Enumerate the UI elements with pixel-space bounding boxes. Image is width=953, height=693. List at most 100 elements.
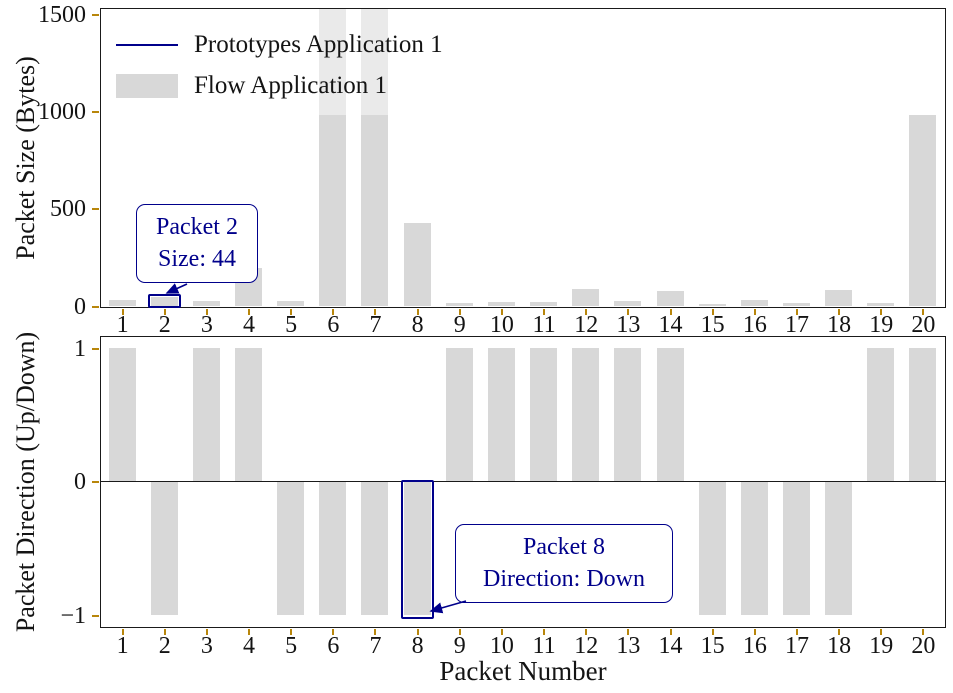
x-tick-mark bbox=[374, 309, 377, 315]
flow-bar bbox=[150, 297, 178, 306]
x-tick-mark bbox=[248, 309, 251, 315]
y-tick-label: 0 bbox=[74, 469, 86, 495]
top-plot-area bbox=[100, 8, 946, 308]
x-tick-label: 8 bbox=[411, 312, 424, 338]
direction-bar bbox=[192, 348, 220, 482]
zero-axis-line bbox=[101, 480, 945, 483]
legend-item-prototypes: Prototypes Application 1 bbox=[116, 24, 443, 65]
x-tick-label: 9 bbox=[453, 312, 466, 338]
flow-bar bbox=[319, 114, 347, 306]
direction-bar bbox=[108, 348, 136, 482]
annotation-line: Packet 8 bbox=[523, 534, 605, 560]
x-tick-label: 6 bbox=[327, 633, 340, 659]
x-tick-label: 15 bbox=[700, 312, 725, 338]
x-tick-mark bbox=[795, 309, 798, 315]
x-tick-label: 3 bbox=[200, 312, 213, 338]
y-tick-mark bbox=[92, 481, 99, 483]
flow-bar bbox=[572, 288, 600, 306]
x-tick-mark bbox=[669, 309, 672, 315]
flow-bar bbox=[403, 222, 431, 306]
x-tick-mark bbox=[711, 629, 714, 635]
x-tick-mark bbox=[880, 309, 883, 315]
x-tick-label: 13 bbox=[616, 312, 641, 338]
x-tick-mark bbox=[121, 629, 124, 635]
x-tick-mark bbox=[838, 629, 841, 635]
direction-bar bbox=[782, 481, 810, 615]
x-tick-mark bbox=[458, 309, 461, 315]
legend-label-flow: Flow Application 1 bbox=[194, 71, 388, 99]
x-tick-label: 14 bbox=[658, 312, 683, 338]
x-tick-label: 7 bbox=[369, 633, 382, 659]
x-tick-label: 9 bbox=[453, 633, 466, 659]
direction-bar bbox=[825, 481, 853, 615]
x-tick-label: 12 bbox=[574, 312, 599, 338]
flow-bar bbox=[825, 289, 853, 306]
x-tick-mark bbox=[163, 629, 166, 635]
x-tick-mark bbox=[922, 629, 925, 635]
x-tick-mark bbox=[374, 629, 377, 635]
x-tick-mark bbox=[753, 629, 756, 635]
y-tick-label: 1 bbox=[74, 335, 86, 362]
x-tick-label: 2 bbox=[158, 312, 171, 338]
x-tick-mark bbox=[838, 309, 841, 315]
highlighted-packet-2-bar bbox=[148, 293, 182, 308]
direction-bar bbox=[277, 481, 305, 615]
y-tick-label: 1500 bbox=[38, 2, 86, 29]
x-tick-label: 16 bbox=[742, 633, 767, 659]
x-tick-label: 19 bbox=[869, 633, 894, 659]
x-tick-mark bbox=[163, 309, 166, 315]
x-tick-label: 10 bbox=[489, 633, 514, 659]
y-tick-label: 0 bbox=[74, 293, 86, 320]
x-tick-label: 20 bbox=[911, 312, 936, 338]
x-tick-label: 4 bbox=[243, 312, 256, 338]
y-tick-label: 500 bbox=[50, 196, 86, 223]
y-tick-mark bbox=[92, 14, 99, 17]
flow-bar bbox=[740, 299, 768, 306]
annotation-line: Packet 2 bbox=[156, 214, 238, 240]
flow-bar-swatch bbox=[116, 73, 178, 98]
x-tick-label: 17 bbox=[784, 633, 809, 659]
x-tick-label: 15 bbox=[700, 633, 725, 659]
annotation-line: Direction: Down bbox=[483, 566, 645, 593]
x-tick-mark bbox=[500, 629, 503, 635]
flow-bar bbox=[656, 290, 684, 306]
direction-bar bbox=[445, 348, 473, 482]
direction-bar bbox=[656, 348, 684, 482]
direction-bar bbox=[614, 348, 642, 482]
flow-bar bbox=[445, 303, 473, 306]
flow-bar bbox=[361, 114, 389, 306]
y-tick-label: −1 bbox=[60, 602, 86, 629]
x-tick-label: 18 bbox=[827, 633, 852, 659]
y-tick-mark bbox=[92, 208, 99, 211]
x-tick-mark bbox=[205, 629, 208, 635]
x-tick-label: 13 bbox=[616, 633, 641, 659]
x-tick-mark bbox=[543, 309, 546, 315]
x-tick-mark bbox=[290, 629, 293, 635]
flow-bar bbox=[277, 300, 305, 306]
x-tick-label: 20 bbox=[911, 633, 936, 659]
direction-bar bbox=[319, 481, 347, 615]
legend-item-flow: Flow Application 1 bbox=[116, 65, 443, 106]
x-tick-label: 6 bbox=[327, 312, 340, 338]
legend-label-prototypes: Prototypes Application 1 bbox=[194, 30, 443, 58]
direction-bar bbox=[530, 348, 558, 482]
x-tick-mark bbox=[627, 309, 630, 315]
packet-2-annotation: Packet 2 Size: 44 bbox=[136, 204, 258, 283]
top-y-axis-title: Packet Size (Bytes) bbox=[11, 56, 40, 260]
x-tick-mark bbox=[332, 309, 335, 315]
x-tick-mark bbox=[711, 309, 714, 315]
x-tick-mark bbox=[795, 629, 798, 635]
direction-bar bbox=[150, 481, 178, 615]
x-tick-label: 8 bbox=[411, 633, 424, 659]
flow-bar bbox=[867, 303, 895, 306]
direction-bar bbox=[867, 348, 895, 482]
x-tick-mark bbox=[500, 309, 503, 315]
x-tick-mark bbox=[543, 629, 546, 635]
direction-bar bbox=[235, 348, 263, 482]
flow-bar bbox=[108, 299, 136, 306]
x-tick-label: 1 bbox=[116, 312, 129, 338]
legend: Prototypes Application 1 Flow Applicatio… bbox=[116, 24, 443, 106]
x-tick-label: 12 bbox=[574, 633, 599, 659]
x-tick-mark bbox=[585, 629, 588, 635]
